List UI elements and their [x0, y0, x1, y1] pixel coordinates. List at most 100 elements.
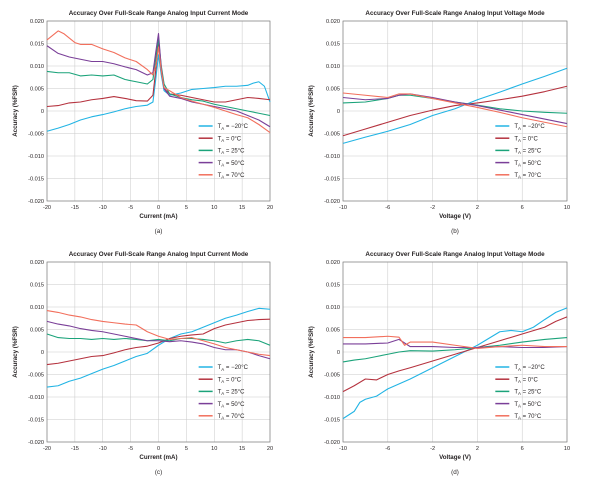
legend-label: TA = 50°C — [514, 402, 542, 409]
x-tick-label: -6 — [385, 205, 390, 211]
legend-label-prefix: T — [218, 149, 222, 155]
y-tick-label: -0.015 — [324, 418, 340, 424]
y-tick-label: -0.020 — [28, 199, 44, 205]
legend-label-prefix: T — [218, 173, 222, 179]
x-tick-label: -10 — [99, 446, 107, 452]
legend-label-prefix: T — [218, 402, 222, 408]
legend-label-suffix: = 0°C — [521, 136, 539, 142]
legend-label-subscript: A — [518, 391, 521, 396]
series-line-1 — [46, 318, 271, 366]
x-tick-label: -2 — [430, 205, 435, 211]
legend-label-suffix: = 70°C — [224, 173, 245, 179]
x-tick-label: 0 — [157, 446, 160, 452]
legend-label-prefix: T — [514, 414, 518, 420]
y-axis-label: Accuracy (%FSR) — [12, 326, 19, 378]
legend-label-prefix: T — [514, 136, 518, 142]
legend-label-subscript: A — [518, 367, 521, 372]
legend-label-subscript: A — [518, 126, 521, 131]
plot-frame — [46, 20, 271, 202]
panel-caption: (c) — [155, 469, 162, 476]
y-tick-label: 0.005 — [30, 328, 44, 334]
x-tick-label: 10 — [211, 205, 217, 211]
series-line-1 — [342, 85, 568, 137]
legend-label: TA = −20°C — [218, 124, 249, 131]
x-axis-label: Current (mA) — [139, 454, 177, 461]
y-axis-label: Accuracy (%FSR) — [12, 85, 19, 137]
y-tick-label: -0.015 — [28, 418, 44, 424]
y-tick-label: 0.005 — [326, 87, 340, 93]
legend-label-suffix: = 0°C — [521, 377, 539, 383]
legend-label-suffix: = 50°C — [521, 161, 542, 167]
panel-caption: (a) — [155, 228, 163, 235]
series-line-0 — [342, 67, 568, 144]
y-tick-label: -0.005 — [324, 132, 340, 138]
chart-panel-c: Accuracy Over Full-Scale Range Analog In… — [12, 251, 273, 476]
chart-panel-a: Accuracy Over Full-Scale Range Analog In… — [12, 10, 273, 235]
y-tick-label: -0.020 — [324, 199, 340, 205]
legend-label: TA = 0°C — [218, 136, 242, 143]
legend-label: TA = −20°C — [514, 365, 545, 372]
y-tick-label: 0 — [337, 109, 340, 115]
chart-title: Accuracy Over Full-Scale Range Analog In… — [69, 251, 249, 258]
legend-label-suffix: = 50°C — [224, 161, 245, 167]
series-line-1 — [342, 316, 568, 393]
legend-label-suffix: = −20°C — [521, 124, 545, 130]
y-tick-label: 0 — [41, 109, 44, 115]
y-tick-label: -0.005 — [324, 373, 340, 379]
legend-label-suffix: = 50°C — [224, 402, 245, 408]
x-tick-label: 5 — [185, 205, 188, 211]
legend-label-prefix: T — [218, 124, 222, 130]
x-tick-label: 10 — [211, 446, 217, 452]
legend-label-prefix: T — [514, 124, 518, 130]
legend-label: TA = 25°C — [514, 390, 542, 397]
y-tick-label: -0.015 — [324, 177, 340, 183]
y-tick-label: 0.010 — [30, 305, 44, 311]
legend-label-prefix: T — [514, 161, 518, 167]
x-tick-label: -20 — [43, 446, 51, 452]
y-tick-label: 0.010 — [30, 64, 44, 70]
y-tick-label: -0.010 — [28, 395, 44, 401]
y-tick-label: 0.020 — [326, 260, 340, 266]
legend-label-suffix: = 70°C — [521, 414, 542, 420]
panel-caption: (d) — [451, 469, 459, 476]
legend-label-prefix: T — [218, 136, 222, 142]
series-line-3 — [343, 338, 568, 349]
legend-label-subscript: A — [221, 138, 224, 143]
legend-label-prefix: T — [218, 377, 222, 383]
legend-label: TA = 70°C — [514, 414, 542, 421]
y-axis-label: Accuracy (%FSR) — [308, 85, 315, 137]
x-tick-label: 0 — [157, 205, 160, 211]
x-tick-label: 20 — [267, 205, 273, 211]
x-axis-label: Current (mA) — [139, 213, 177, 220]
chart-title: Accuracy Over Full-Scale Range Analog In… — [69, 10, 249, 17]
y-tick-label: 0.015 — [326, 283, 340, 289]
legend-label-subscript: A — [221, 150, 224, 155]
legend-label-prefix: T — [218, 365, 222, 371]
legend-label-subscript: A — [221, 403, 224, 408]
legend-label-prefix: T — [514, 173, 518, 179]
series-line-3 — [342, 93, 568, 125]
x-tick-label: -10 — [99, 205, 107, 211]
series-line-3 — [46, 320, 271, 360]
y-tick-label: -0.015 — [28, 177, 44, 183]
legend-label: TA = 0°C — [514, 136, 538, 143]
legend-label: TA = 0°C — [514, 377, 538, 384]
y-tick-label: 0.015 — [326, 42, 340, 48]
legend-label-subscript: A — [221, 175, 224, 180]
legend-label-suffix: = 25°C — [224, 390, 245, 396]
y-tick-label: 0.015 — [30, 283, 44, 289]
y-tick-label: 0.010 — [326, 305, 340, 311]
x-tick-label: -10 — [339, 446, 347, 452]
y-axis-label: Accuracy (%FSR) — [308, 326, 315, 378]
legend-label-suffix: = 25°C — [521, 390, 542, 396]
series-line-2 — [342, 94, 568, 114]
legend-label: TA = 70°C — [218, 414, 246, 421]
series-line-3 — [46, 33, 271, 128]
legend-label-subscript: A — [221, 379, 224, 384]
x-axis-label: Voltage (V) — [439, 213, 471, 220]
legend-label: TA = −20°C — [218, 365, 249, 372]
chart-title: Accuracy Over Full-Scale Range Analog In… — [365, 10, 545, 17]
legend-label-subscript: A — [221, 416, 224, 421]
plot-frame — [342, 261, 568, 443]
x-tick-label: 5 — [185, 446, 188, 452]
